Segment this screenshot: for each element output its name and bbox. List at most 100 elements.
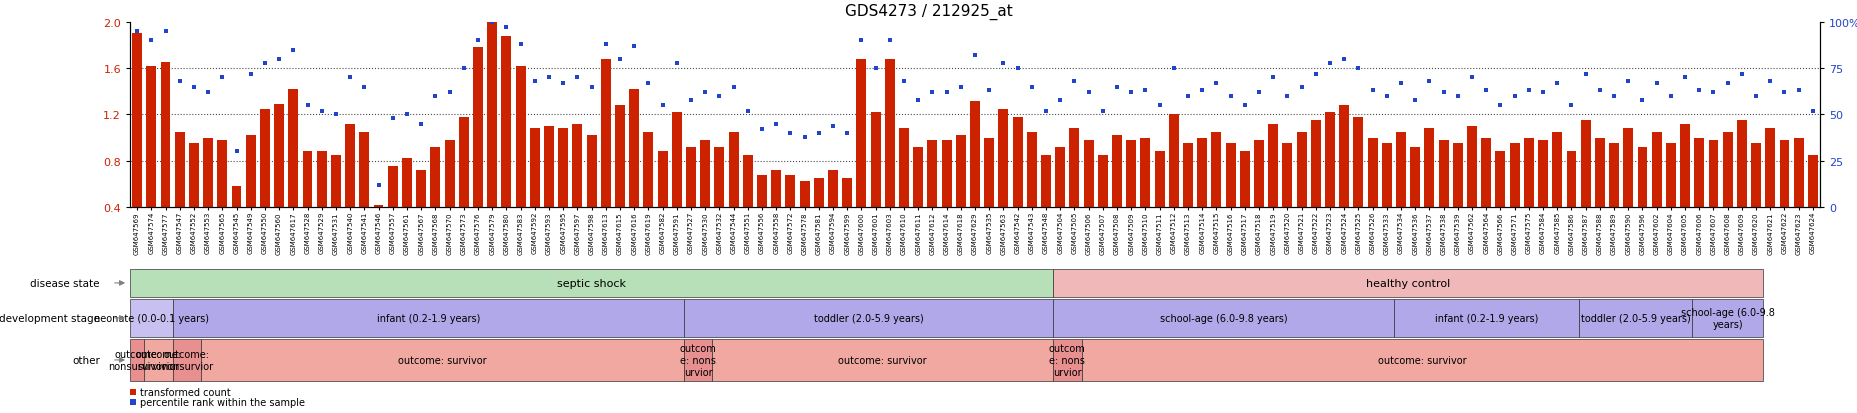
Point — [1697, 90, 1727, 96]
Bar — [1692, 299, 1762, 337]
Bar — [1467, 127, 1476, 207]
Text: infant (0.2-1.9 years): infant (0.2-1.9 years) — [1434, 313, 1538, 323]
Text: toddler (2.0-5.9 years): toddler (2.0-5.9 years) — [1580, 313, 1690, 323]
Point — [462, 38, 492, 45]
Text: healthy control: healthy control — [1365, 278, 1450, 288]
Point — [1229, 102, 1259, 109]
Bar — [444, 140, 455, 207]
Point — [1214, 93, 1244, 100]
Point — [548, 81, 578, 87]
Text: other: other — [72, 355, 100, 365]
Bar — [954, 136, 966, 207]
Bar — [1296, 133, 1305, 207]
Point — [890, 78, 919, 85]
Text: outcome: survivor: outcome: survivor — [1378, 355, 1465, 365]
Bar — [1807, 156, 1816, 207]
Bar — [1666, 144, 1675, 207]
Bar — [1580, 121, 1590, 207]
Point — [1513, 88, 1543, 95]
Point — [648, 102, 678, 109]
Bar — [145, 339, 173, 381]
Bar — [1311, 121, 1320, 207]
Text: school-age (6.0-9.8
years): school-age (6.0-9.8 years) — [1681, 307, 1773, 329]
Text: outcom
e: nons
urvior: outcom e: nons urvior — [680, 344, 717, 377]
Point — [1315, 60, 1344, 67]
Point — [1755, 78, 1785, 85]
Point — [492, 25, 522, 32]
Bar — [841, 178, 852, 207]
Point — [832, 131, 862, 137]
Point — [1357, 88, 1387, 95]
Bar — [1324, 113, 1335, 207]
Bar — [1281, 144, 1292, 207]
Bar — [700, 140, 709, 207]
Bar — [345, 124, 355, 207]
Point — [1471, 88, 1500, 95]
Point — [1201, 81, 1231, 87]
Point — [732, 108, 761, 115]
Bar — [189, 144, 199, 207]
Point — [449, 66, 479, 72]
Bar — [756, 175, 767, 207]
Point — [691, 90, 721, 96]
Bar — [130, 389, 136, 395]
Point — [1343, 66, 1372, 72]
Point — [1328, 57, 1357, 63]
Bar — [711, 339, 1053, 381]
Bar — [1452, 144, 1461, 207]
Point — [1129, 88, 1159, 95]
Point — [221, 149, 251, 155]
Bar — [388, 167, 397, 207]
Bar — [1424, 129, 1434, 207]
Bar — [1495, 152, 1504, 207]
Bar — [914, 147, 923, 207]
Bar — [316, 152, 327, 207]
Point — [917, 90, 947, 96]
Bar — [275, 105, 284, 207]
Point — [392, 112, 422, 119]
Bar — [572, 124, 581, 207]
Bar — [130, 399, 136, 405]
Point — [747, 127, 776, 133]
Point — [1300, 71, 1330, 78]
Bar — [927, 140, 938, 207]
Point — [1045, 97, 1075, 104]
Bar — [232, 187, 241, 207]
Bar — [557, 129, 568, 207]
Point — [973, 88, 1003, 95]
Bar — [683, 299, 1053, 337]
Bar — [1510, 144, 1519, 207]
Bar — [1125, 140, 1136, 207]
Bar — [1183, 144, 1192, 207]
Bar — [245, 136, 256, 207]
Point — [789, 134, 819, 140]
Point — [1370, 93, 1400, 100]
Point — [1727, 71, 1757, 78]
Bar — [1352, 117, 1363, 207]
Bar — [786, 175, 795, 207]
Bar — [587, 136, 596, 207]
Bar — [685, 147, 696, 207]
Text: outcome: survivor: outcome: survivor — [397, 355, 487, 365]
Bar — [431, 147, 440, 207]
Bar — [175, 133, 184, 207]
Point — [1400, 97, 1430, 104]
Point — [1599, 93, 1629, 100]
Bar — [1226, 144, 1235, 207]
Text: toddler (2.0-5.9 years): toddler (2.0-5.9 years) — [813, 313, 923, 323]
Text: development stage: development stage — [0, 313, 100, 323]
Bar — [202, 138, 214, 207]
Bar — [615, 106, 624, 207]
Point — [1684, 88, 1714, 95]
Text: septic shock: septic shock — [557, 278, 626, 288]
Bar — [260, 109, 269, 207]
Point — [1016, 84, 1045, 91]
Point — [1244, 90, 1274, 96]
Point — [1712, 81, 1742, 87]
Point — [279, 47, 308, 54]
Bar — [728, 133, 737, 207]
Point — [435, 90, 464, 96]
Bar — [969, 101, 979, 207]
Bar — [401, 159, 412, 207]
Bar — [1339, 106, 1348, 207]
